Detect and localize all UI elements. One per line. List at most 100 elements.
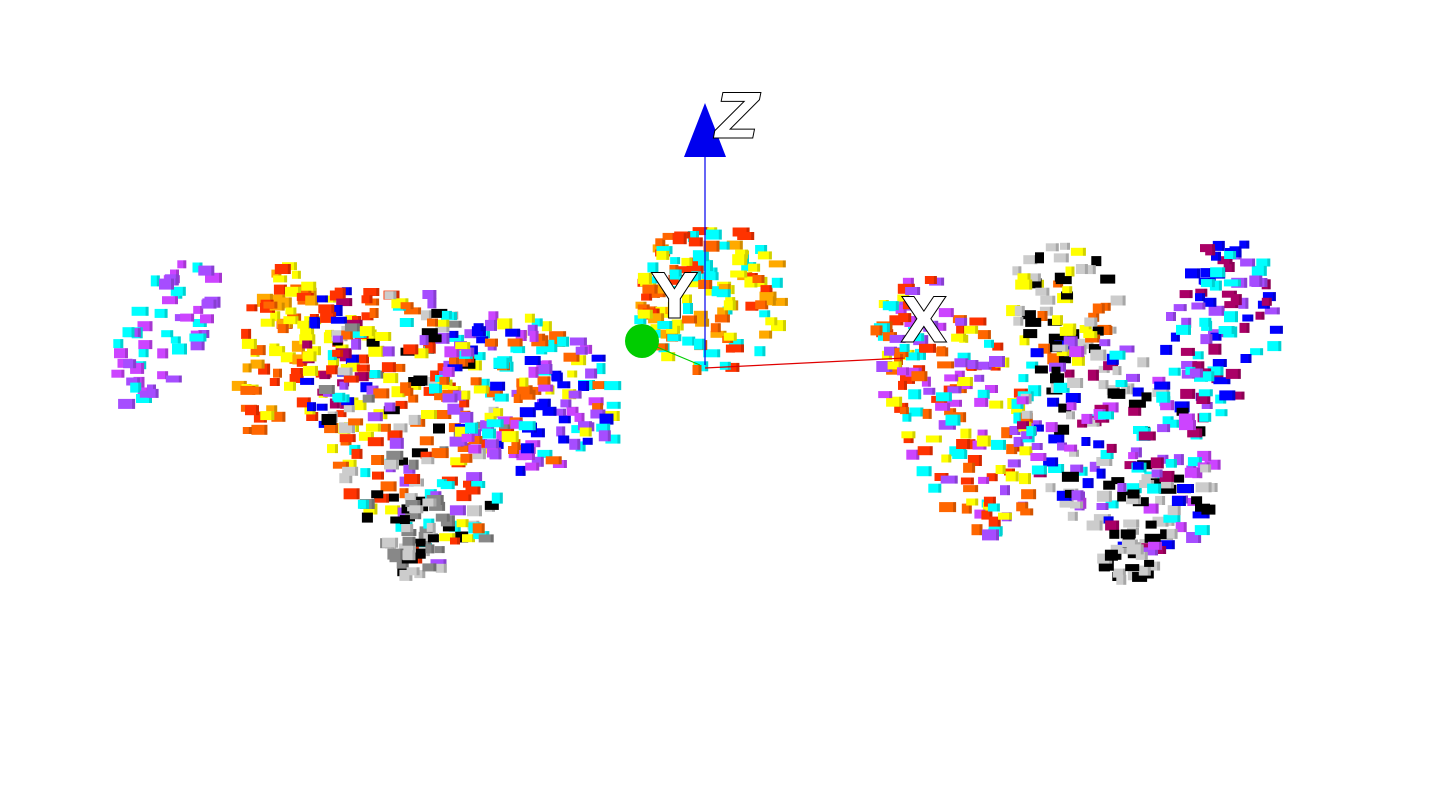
voxel-shade — [149, 340, 153, 350]
voxel-shade — [478, 444, 482, 454]
voxel-shade — [308, 287, 312, 297]
voxel-shade — [1218, 280, 1222, 291]
voxel — [1023, 255, 1038, 265]
voxel — [1215, 409, 1228, 417]
voxel-shade — [933, 276, 937, 284]
voxel-shade — [925, 335, 929, 346]
voxel-shade — [950, 308, 954, 318]
voxel-shade — [1063, 362, 1066, 372]
voxel — [427, 318, 438, 327]
voxel-shade — [340, 349, 344, 357]
voxel-shade — [393, 291, 397, 300]
voxel — [947, 386, 962, 394]
voxel — [454, 435, 468, 446]
y-axis-handle[interactable] — [625, 324, 659, 358]
voxel-shade — [376, 338, 380, 347]
voxel-shade — [460, 403, 464, 415]
voxel — [180, 313, 195, 322]
voxel-shade — [377, 423, 381, 432]
voxel-shade — [371, 499, 375, 509]
voxel — [1191, 302, 1206, 310]
voxel — [330, 316, 347, 324]
voxel — [358, 354, 369, 364]
voxel — [1212, 240, 1225, 251]
voxel — [1065, 393, 1081, 403]
voxel-shade — [1006, 357, 1010, 368]
voxel-shade — [1138, 406, 1142, 416]
voxel — [560, 399, 572, 408]
voxel — [519, 450, 535, 460]
voxel — [1150, 457, 1164, 469]
voxel-shade — [1185, 407, 1189, 416]
voxel — [732, 254, 748, 266]
voxel — [695, 318, 710, 327]
voxel — [646, 276, 659, 284]
voxel-shade — [525, 377, 529, 387]
voxel-shade — [178, 375, 182, 383]
voxel — [606, 401, 621, 409]
voxel-shade — [517, 439, 521, 451]
voxel-shade — [425, 335, 429, 346]
voxel — [567, 370, 578, 378]
voxel-shade — [467, 342, 471, 350]
voxel-shade — [211, 314, 214, 324]
voxel-shade — [137, 377, 141, 386]
voxel-shade — [336, 398, 340, 409]
voxel-shade — [1263, 265, 1267, 276]
voxel — [1111, 477, 1125, 485]
voxel-shade — [986, 389, 990, 399]
voxel-shade — [717, 323, 721, 333]
voxel-shade — [649, 293, 653, 301]
voxel — [905, 352, 920, 361]
voxel — [1198, 389, 1213, 397]
voxel — [1228, 391, 1245, 400]
voxel-shade — [1153, 520, 1157, 529]
voxel — [345, 354, 359, 365]
voxel-shade — [600, 397, 604, 406]
voxel — [401, 504, 411, 514]
axes-gizmo[interactable]: Z Y X — [625, 80, 948, 369]
voxel-shade — [1229, 256, 1233, 265]
voxel — [524, 313, 535, 323]
voxel — [1065, 266, 1075, 277]
voxel-shade — [288, 297, 292, 309]
voxel — [686, 265, 704, 274]
voxel-shade — [768, 251, 772, 260]
voxel — [1147, 483, 1162, 494]
voxel — [190, 340, 205, 351]
voxel — [889, 334, 906, 343]
voxel-shade — [517, 328, 521, 337]
voxel-shade — [1020, 316, 1024, 326]
voxel-shade — [467, 390, 471, 400]
voxel — [1199, 412, 1212, 422]
voxel-shade — [1199, 467, 1203, 479]
voxel-shade — [419, 555, 423, 564]
voxel-shade — [705, 361, 709, 372]
voxel-shade — [522, 465, 526, 476]
voxel — [172, 343, 187, 355]
voxel — [688, 231, 699, 242]
voxel-shade — [1160, 457, 1164, 469]
voxel-shade — [276, 378, 280, 386]
voxel — [302, 351, 317, 362]
voxel — [401, 524, 414, 533]
voxel — [1124, 461, 1137, 470]
voxel-shade — [1140, 544, 1144, 555]
voxel — [1200, 244, 1215, 253]
voxel — [916, 466, 932, 477]
voxel — [431, 448, 449, 459]
voxel — [666, 325, 681, 334]
voxel-shade — [262, 345, 266, 356]
voxel-shade — [1088, 325, 1092, 333]
z-axis-arrowhead[interactable] — [684, 103, 726, 157]
voxel-shade — [1029, 446, 1033, 456]
voxel — [1160, 478, 1174, 489]
voxel — [669, 269, 682, 280]
voxel-shade — [349, 473, 353, 484]
voxel-shade — [1066, 424, 1070, 435]
voxel-shade — [735, 300, 739, 311]
voxel-shade — [345, 381, 349, 390]
voxel-shade — [1134, 539, 1138, 548]
